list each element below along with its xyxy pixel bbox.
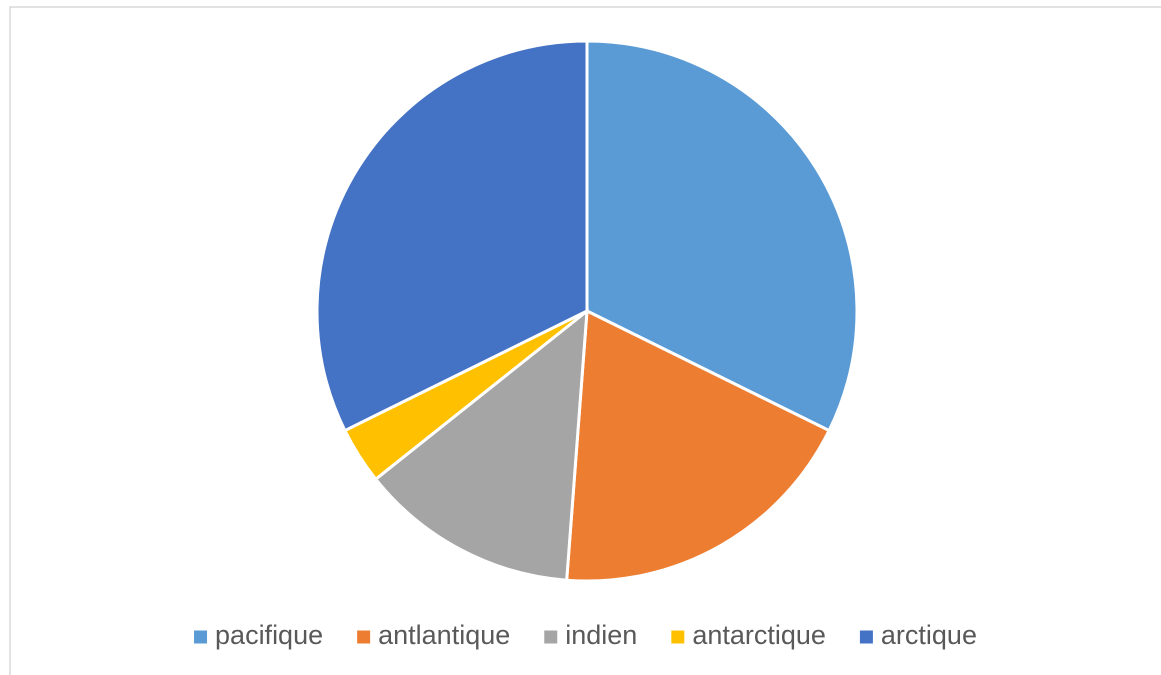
legend-swatch	[357, 630, 371, 644]
legend-label: indien	[565, 620, 637, 650]
legend-label: antarctique	[692, 620, 826, 650]
legend-label: pacifique	[215, 620, 323, 650]
legend-swatch	[544, 630, 558, 644]
legend-swatch	[859, 630, 873, 644]
chart-border	[9, 6, 1161, 675]
legend-swatch	[194, 630, 208, 644]
pie-slice	[565, 308, 832, 583]
legend-label: arctique	[881, 620, 977, 650]
pie-slice	[373, 307, 589, 582]
legend-label: antlantique	[378, 620, 510, 650]
pie-slice	[585, 39, 859, 433]
pie-slice	[315, 39, 589, 433]
legend-swatch	[671, 630, 685, 644]
